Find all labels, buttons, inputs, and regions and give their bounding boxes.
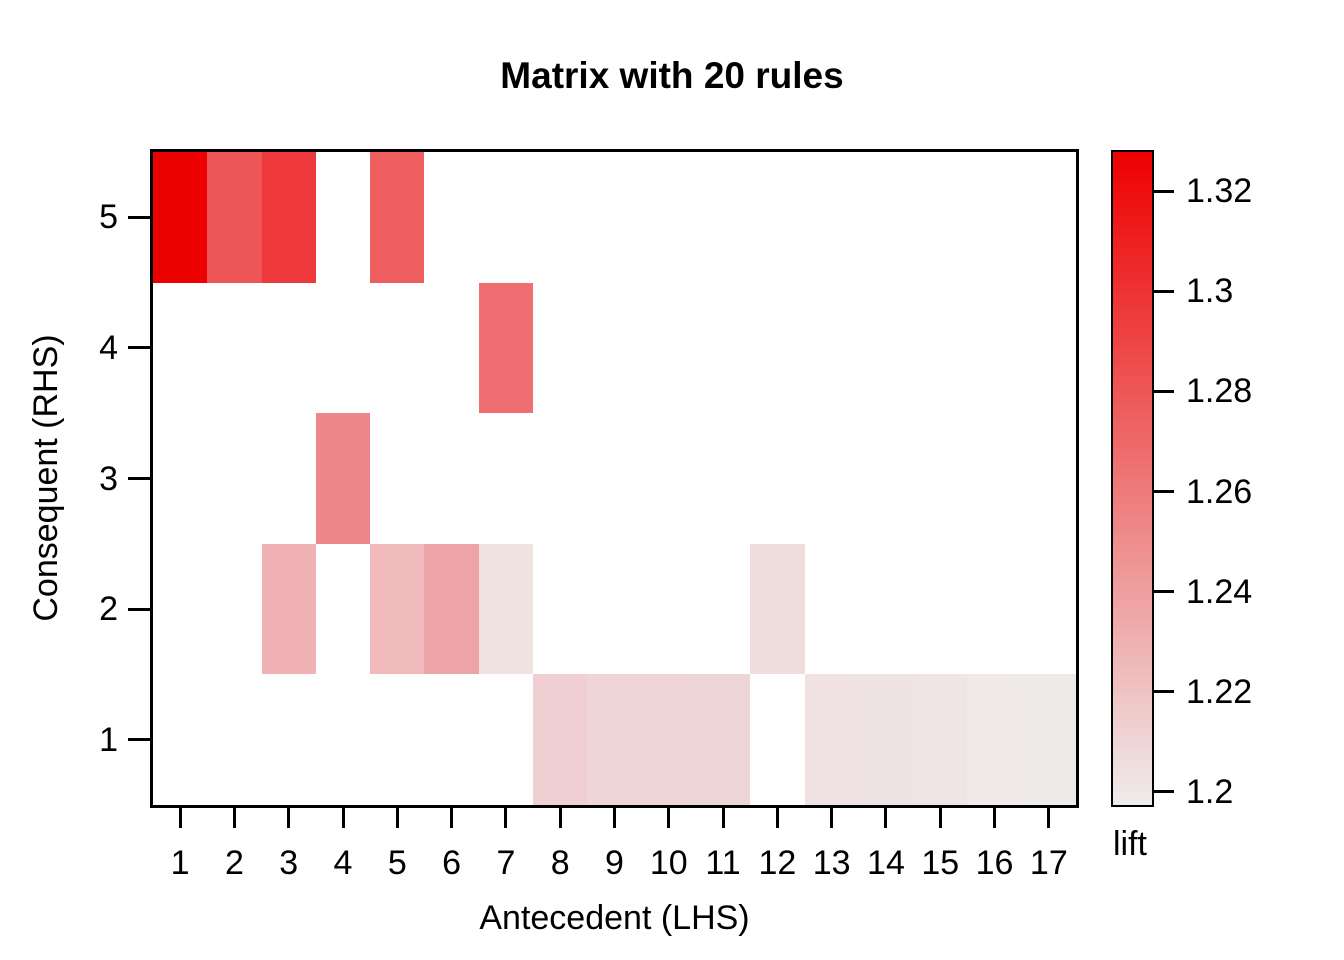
x-tick-mark [830,806,834,828]
x-axis-title: Antecedent (LHS) [479,899,750,937]
x-tick-label: 1 [170,844,190,882]
x-tick-mark [613,806,616,828]
x-tick-mark [721,806,725,828]
x-tick-label: 7 [496,844,516,882]
legend-tick-mark [1152,189,1174,193]
legend-tick-mark [1152,690,1174,694]
matrix-cell [858,674,914,805]
matrix-cell [804,674,859,805]
x-tick-label: 11 [705,844,741,882]
matrix-cell [587,674,642,805]
y-tick-label: 5 [99,198,118,237]
legend-tick-label: 1.26 [1186,472,1253,511]
legend-tick-label: 1.28 [1186,372,1253,411]
x-tick-mark [938,806,942,828]
x-tick-mark [395,806,399,828]
x-tick-label: 2 [224,844,244,882]
y-tick-mark [128,738,150,742]
legend-tick-label: 1.3 [1186,272,1234,311]
matrix-cell [153,152,208,283]
x-tick-mark [884,806,888,828]
x-tick-mark [287,806,291,828]
matrix-cell [261,152,316,283]
x-tick-mark [232,806,236,828]
x-tick-label: 4 [333,844,353,882]
x-tick-mark [341,806,345,828]
x-tick-mark [450,806,454,828]
x-tick-mark [504,806,508,828]
matrix-cell [261,543,316,675]
matrix-cell [370,543,425,675]
matrix-cell [478,543,534,675]
x-tick-label: 3 [279,844,299,882]
legend-tick-label: 1.32 [1186,172,1253,211]
matrix-cell [315,413,371,544]
y-tick-label: 2 [99,590,118,629]
x-tick-label: 10 [649,844,688,882]
x-tick-label: 5 [387,844,407,882]
legend-gradient-bar [1111,150,1154,807]
y-axis-title: Consequent (RHS) [27,334,65,622]
matrix-cell [750,543,805,675]
legend-tick-label: 1.2 [1186,772,1234,811]
x-tick-label: 14 [867,844,905,882]
x-tick-label: 13 [812,844,851,882]
legend-tick-mark [1152,790,1174,794]
matrix-cell [967,674,1022,805]
x-tick-mark [775,806,779,828]
y-tick-mark [128,346,150,350]
x-tick-mark [1047,806,1051,828]
matrix-cell [913,674,968,805]
x-tick-mark [178,806,182,828]
legend-tick-label: 1.24 [1186,572,1253,611]
matrix-cell [207,152,262,283]
matrix-cell [1021,674,1076,805]
legend-tick-mark [1152,289,1174,293]
x-tick-mark [993,806,997,828]
x-tick-label: 8 [550,844,570,882]
y-tick-label: 4 [99,328,118,367]
y-tick-mark [128,607,150,611]
legend-tick-mark [1152,590,1174,594]
chart-title: Matrix with 20 rules [500,55,844,96]
matrix-cell [533,674,588,805]
plot-border [150,149,1079,808]
plot-area [153,152,1076,805]
matrix-cell [424,543,479,675]
legend-tick-label: 1.22 [1186,672,1253,711]
y-tick-label: 1 [99,720,118,759]
x-tick-label: 6 [442,844,462,882]
matrix-cell [695,674,751,805]
x-tick-label: 17 [1029,844,1068,882]
y-tick-mark [128,477,150,480]
x-tick-mark [558,806,562,828]
legend-tick-mark [1152,490,1174,494]
legend-tick-mark [1152,389,1174,393]
x-tick-label: 9 [605,844,624,882]
x-tick-label: 12 [758,844,797,882]
matrix-cell [370,152,425,283]
y-tick-label: 3 [99,459,118,498]
legend-title: lift [1113,825,1147,863]
x-tick-label: 15 [921,844,960,882]
matrix-cell [478,282,534,414]
x-tick-label: 16 [975,844,1014,882]
y-tick-mark [128,215,150,219]
x-tick-mark [667,806,671,828]
matrix-cell [641,674,696,805]
